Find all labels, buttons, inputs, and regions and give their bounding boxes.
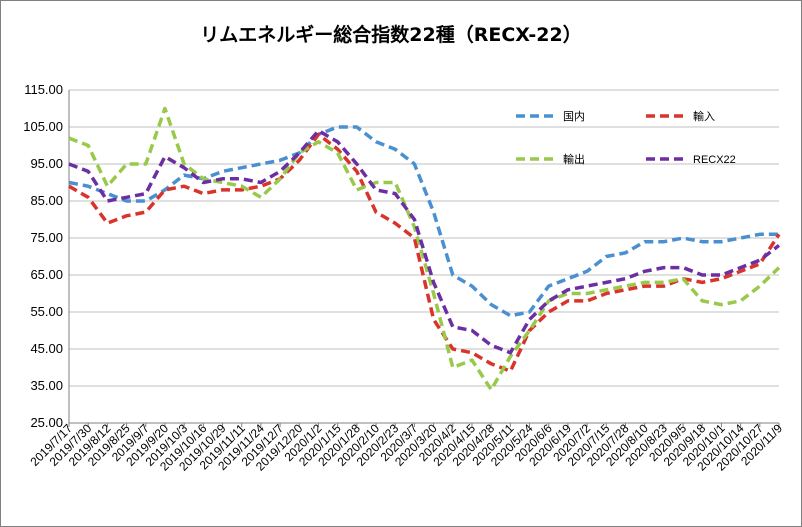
- legend-label-0: 国内: [563, 109, 585, 123]
- legend-label-1: 輸入: [693, 109, 715, 123]
- y-tick-label: 45.00: [30, 341, 63, 356]
- series-line-0: [68, 125, 779, 318]
- y-tick-label: 115.00: [24, 82, 63, 97]
- y-tick-label: 25.00: [30, 415, 63, 430]
- axes: 25.00 35.00 45.00 55.00 65.00 75.00 85.00 95.00…: [23, 82, 785, 474]
- legend-label-3: RECX22: [693, 154, 736, 166]
- series-line-1: [68, 132, 781, 373]
- series-line-2: [68, 106, 781, 392]
- series-lines: [68, 106, 781, 392]
- chart-title: リムエネルギー総合指数22種（RECX-22）: [200, 23, 581, 46]
- legend-label-2: 輸出: [563, 152, 585, 166]
- y-tick-label: 55.00: [30, 304, 63, 319]
- y-tick-label: 35.00: [30, 378, 63, 393]
- y-tick-label: 85.00: [30, 193, 63, 208]
- series-line-3: [68, 128, 781, 355]
- y-tick-label: 75.00: [30, 230, 63, 245]
- y-tick-label: 95.00: [30, 156, 63, 171]
- y-tick-label: 105.00: [23, 119, 63, 134]
- y-tick-label: 65.00: [30, 267, 63, 282]
